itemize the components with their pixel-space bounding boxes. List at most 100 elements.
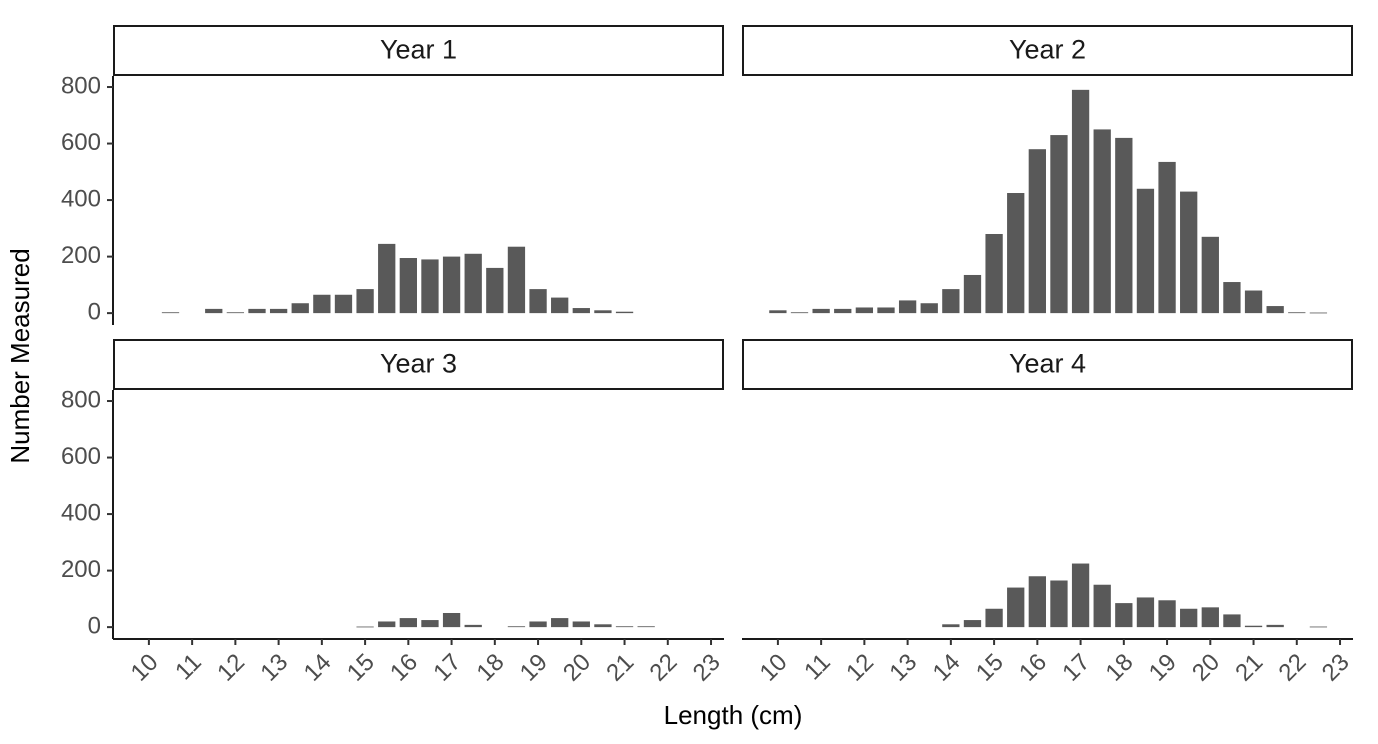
x-tick-label: 10	[755, 649, 793, 687]
bar	[594, 310, 612, 314]
bar	[1115, 137, 1133, 314]
bar	[248, 308, 266, 314]
bar	[1180, 191, 1198, 314]
strip-label: Year 2	[1009, 35, 1086, 65]
x-tick-label: 15	[971, 649, 1009, 687]
x-tick-label: 22	[1274, 649, 1312, 687]
bar	[1028, 576, 1046, 628]
bar	[1007, 587, 1025, 628]
bar	[920, 303, 938, 314]
x-tick-label: 18	[1101, 649, 1139, 687]
y-tick-label: 400	[61, 185, 101, 212]
bar	[1244, 625, 1263, 628]
x-tick-label: 21	[601, 649, 639, 687]
x-tick-label: 22	[645, 649, 683, 687]
y-tick-label: 800	[61, 386, 101, 413]
bar	[1136, 597, 1155, 628]
y-tick-label: 400	[61, 499, 101, 526]
x-tick-label: 23	[1317, 649, 1355, 687]
bar	[399, 258, 417, 314]
strip	[742, 25, 1353, 76]
bar	[877, 307, 895, 314]
bar	[985, 608, 1003, 628]
bar	[834, 308, 852, 314]
bar	[1180, 608, 1198, 628]
bar	[1093, 584, 1111, 628]
bar	[790, 312, 809, 314]
strip-label: Year 1	[380, 35, 457, 65]
bar	[442, 256, 461, 314]
x-tick-label: 14	[928, 649, 966, 687]
strip	[742, 339, 1353, 390]
x-tick-label: 11	[170, 649, 207, 686]
x-tick-label: 21	[1230, 649, 1268, 687]
bar	[942, 624, 960, 628]
strip	[113, 339, 724, 390]
bar	[378, 243, 396, 314]
x-tick-label: 17	[1057, 649, 1095, 687]
bar	[507, 626, 526, 628]
bar	[399, 618, 417, 628]
bar	[1028, 149, 1046, 314]
bar	[615, 626, 634, 628]
bar	[1244, 290, 1263, 314]
bar	[1266, 306, 1284, 314]
bar	[985, 233, 1003, 314]
y-tick-label: 600	[61, 443, 101, 470]
bar	[942, 289, 960, 314]
x-tick-label: 12	[841, 649, 879, 687]
x-tick-label: 16	[385, 649, 423, 687]
x-tick-label: 20	[558, 649, 596, 687]
bar	[161, 312, 180, 314]
x-tick-label: 20	[1187, 649, 1225, 687]
strip-label: Year 4	[1009, 349, 1086, 379]
bar	[313, 294, 331, 314]
x-tick-label: 14	[299, 649, 337, 687]
bar	[356, 289, 374, 314]
bar	[226, 312, 245, 314]
bar	[1115, 603, 1133, 628]
bar	[594, 624, 612, 628]
bar	[769, 310, 787, 314]
x-tick-label: 15	[342, 649, 380, 687]
bar	[1201, 607, 1219, 628]
bar	[507, 246, 526, 314]
bar	[637, 626, 655, 628]
y-tick-label: 0	[88, 298, 101, 325]
x-tick-label: 19	[515, 649, 553, 687]
bar	[378, 621, 396, 628]
bar	[421, 259, 439, 314]
bar	[572, 621, 590, 628]
y-axis-title: Number Measured	[5, 248, 35, 463]
x-tick-label: 18	[472, 649, 510, 687]
bar	[1093, 129, 1111, 314]
bar	[1158, 161, 1176, 314]
x-tick-label: 13	[884, 649, 922, 687]
bar	[1007, 193, 1025, 314]
bar	[205, 308, 223, 314]
bar	[812, 308, 830, 314]
bar	[529, 621, 547, 628]
bar	[551, 618, 569, 628]
bar	[1071, 89, 1090, 314]
bar	[1223, 282, 1241, 314]
bar	[572, 308, 590, 314]
bar	[464, 624, 482, 628]
bar	[1309, 626, 1328, 628]
x-tick-label: 23	[688, 649, 726, 687]
bar	[486, 267, 504, 314]
x-tick-label: 12	[212, 649, 250, 687]
bar	[529, 289, 547, 314]
bar	[1136, 188, 1155, 314]
bar	[1266, 624, 1284, 628]
strip-label: Year 3	[380, 349, 457, 379]
bar	[1223, 614, 1241, 628]
x-tick-label: 10	[126, 649, 164, 687]
y-tick-label: 800	[61, 72, 101, 99]
bar	[551, 297, 569, 314]
x-tick-label: 11	[799, 649, 836, 686]
y-tick-label: 0	[88, 612, 101, 639]
bar	[1071, 563, 1090, 628]
